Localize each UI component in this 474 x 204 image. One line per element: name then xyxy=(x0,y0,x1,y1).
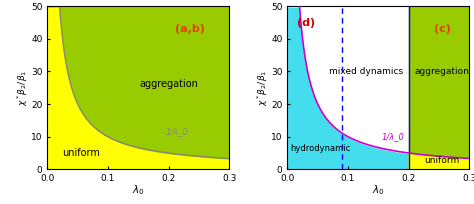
Text: aggregation: aggregation xyxy=(139,79,198,90)
Text: hydrodynamic: hydrodynamic xyxy=(291,144,351,153)
Text: (d): (d) xyxy=(297,18,315,28)
Text: (c): (c) xyxy=(434,24,450,34)
Text: mixed dynamics: mixed dynamics xyxy=(329,67,403,76)
Text: uniform: uniform xyxy=(62,148,100,158)
Text: uniform: uniform xyxy=(424,156,460,165)
Text: aggregation: aggregation xyxy=(415,67,469,76)
Text: (a,b): (a,b) xyxy=(175,24,205,34)
Text: 1/λ_0: 1/λ_0 xyxy=(382,132,404,141)
X-axis label: $\lambda_0$: $\lambda_0$ xyxy=(132,183,145,197)
Y-axis label: $\chi^* \beta_2 / \beta_1$: $\chi^* \beta_2 / \beta_1$ xyxy=(15,70,30,106)
Text: 1/λ_0: 1/λ_0 xyxy=(165,127,189,136)
X-axis label: $\lambda_0$: $\lambda_0$ xyxy=(372,183,385,197)
Y-axis label: $\chi^* \beta_2 / \beta_1$: $\chi^* \beta_2 / \beta_1$ xyxy=(255,70,270,106)
